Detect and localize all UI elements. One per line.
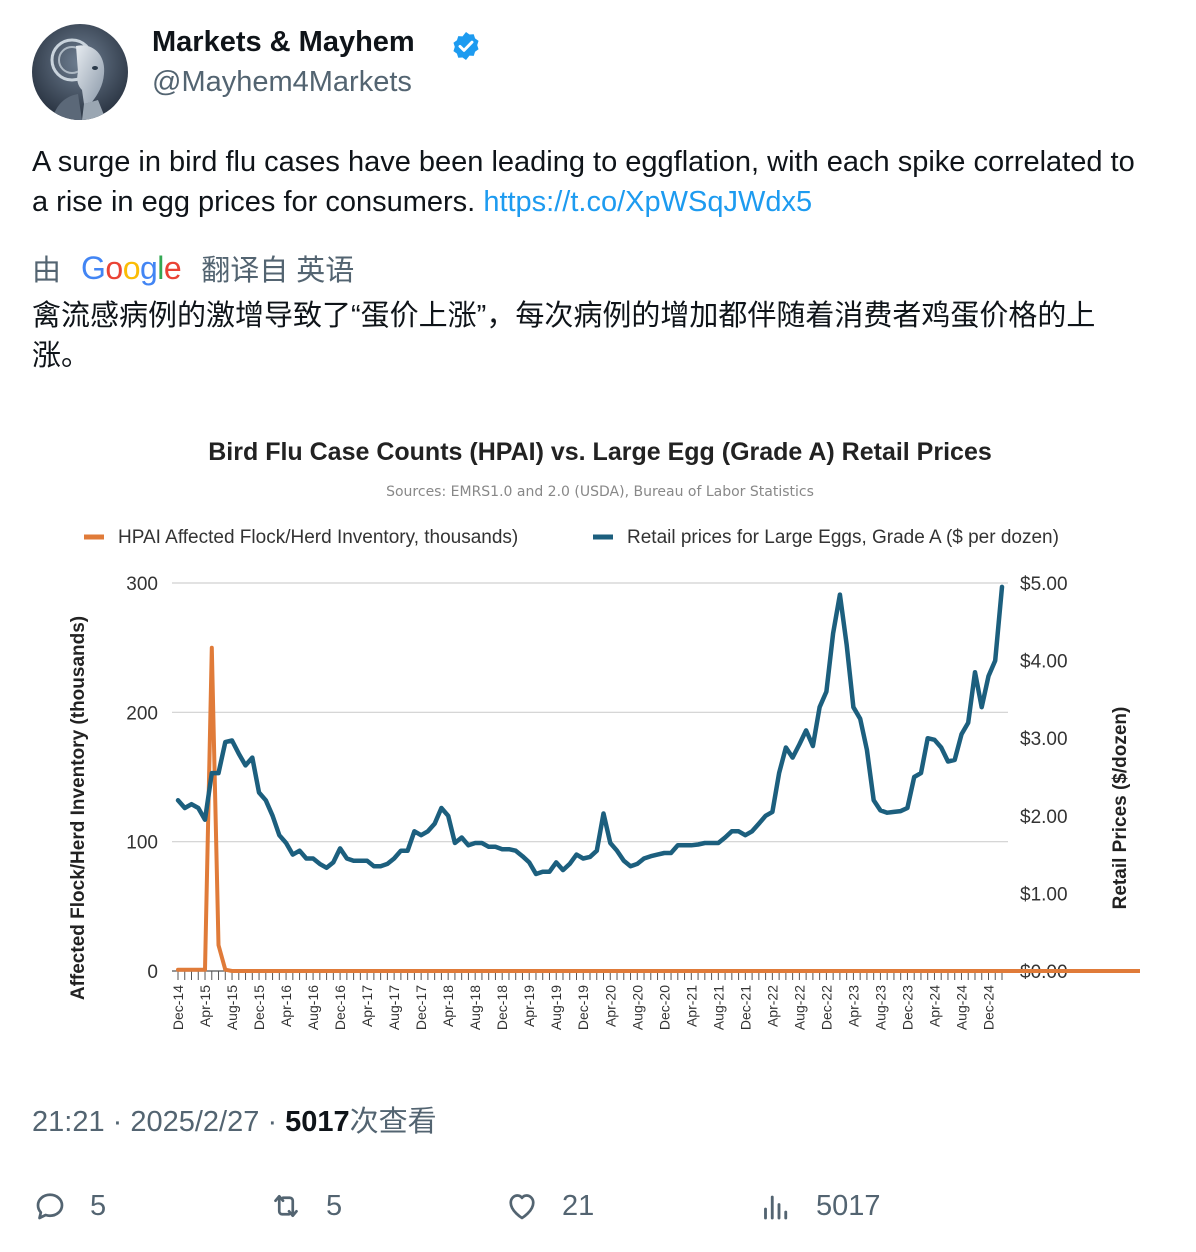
x-tick-label: Apr-23 — [845, 985, 861, 1027]
like-count: 21 — [562, 1189, 595, 1222]
user-handle[interactable]: @Mayhem4Markets — [152, 66, 412, 98]
legend-label-hpai: HPAI Affected Flock/Herd Inventory, thou… — [118, 527, 518, 548]
views-count: 5017 — [816, 1189, 881, 1222]
chart-legend: HPAI Affected Flock/Herd Inventory, thou… — [84, 527, 1059, 548]
x-tick-label: Dec-24 — [980, 985, 996, 1030]
reply-button[interactable]: 5 — [32, 1184, 106, 1228]
tweet-date[interactable]: 2025/2/27 — [130, 1106, 260, 1138]
x-tick-label: Apr-16 — [278, 985, 294, 1027]
tweet-actions: 5 5 21 5017 — [32, 1184, 1152, 1228]
display-name[interactable]: Markets & Mayhem — [152, 26, 415, 58]
chart: Bird Flu Case Counts (HPAI) vs. Large Eg… — [68, 438, 1140, 1030]
x-tick-label: Apr-24 — [926, 985, 942, 1027]
chart-image[interactable]: Bird Flu Case Counts (HPAI) vs. Large Eg… — [60, 420, 1140, 1060]
analytics-icon — [764, 1195, 788, 1220]
tweet-text: A surge in bird flu cases have been lead… — [32, 142, 1152, 222]
tweet-body: A surge in bird flu cases have been lead… — [32, 146, 1135, 218]
series-line-egg-prices — [175, 584, 1005, 877]
x-tick-label: Dec-21 — [737, 985, 753, 1030]
x-tick-label: Aug-17 — [386, 985, 402, 1030]
x-tick-label: Aug-19 — [548, 985, 564, 1030]
x-tick-label: Dec-18 — [494, 985, 510, 1030]
tweet-header: Markets & Mayhem @Mayhem4Markets — [32, 24, 1132, 120]
x-tick-label: Apr-20 — [602, 985, 618, 1027]
y-axis-left-label: Affected Flock/Herd Inventory (thousands… — [68, 616, 89, 1000]
view-count-label: 次查看 — [349, 1106, 437, 1138]
x-tick-label: Apr-21 — [683, 985, 699, 1027]
x-tick-label: Aug-18 — [467, 985, 483, 1030]
x-tick-label: Dec-19 — [575, 985, 591, 1030]
x-tick-label: Aug-21 — [710, 985, 726, 1030]
google-logo: Google — [81, 249, 182, 286]
like-button[interactable]: 21 — [504, 1184, 594, 1228]
series-line-hpai — [176, 645, 1140, 973]
y-tick-left: 100 — [126, 833, 158, 854]
chart-subtitle: Sources: EMRS1.0 and 2.0 (USDA), Bureau … — [386, 484, 814, 500]
reply-icon — [36, 1193, 64, 1220]
x-tick-label: Aug-15 — [224, 985, 240, 1030]
tweet-time[interactable]: 21:21 — [32, 1106, 105, 1138]
y-axis-left: 300 200 100 0 — [126, 574, 158, 983]
x-tick-label: Aug-16 — [305, 985, 321, 1030]
y-tick-right: $1.00 — [1020, 884, 1068, 905]
x-tick-label: Aug-20 — [629, 985, 645, 1030]
avatar-robot-icon — [32, 24, 128, 120]
x-tick-label: Dec-23 — [899, 985, 915, 1030]
repost-count: 5 — [326, 1189, 343, 1222]
x-tick-label: Dec-15 — [251, 985, 267, 1030]
translation-attribution: 由 Google 翻译自 英语 — [32, 248, 354, 288]
heart-icon — [509, 1194, 535, 1220]
y-tick-right: $3.00 — [1020, 729, 1068, 750]
chart-series — [175, 584, 1140, 973]
x-tick-label: Dec-20 — [656, 985, 672, 1030]
x-tick-label: Dec-17 — [413, 985, 429, 1030]
x-tick-label: Aug-23 — [872, 985, 888, 1030]
x-tick-label: Aug-22 — [791, 985, 807, 1030]
tweet-link[interactable]: https://t.co/XpWSqJWdx5 — [483, 186, 813, 218]
y-axis-right: $5.00$4.00$3.00$2.00$1.00$0.00 — [1020, 574, 1068, 983]
x-tick-label: Apr-17 — [359, 985, 375, 1027]
translation-by-label: 由 — [32, 255, 62, 287]
x-tick-label: Apr-19 — [521, 985, 537, 1027]
y-tick-right: $5.00 — [1020, 574, 1068, 595]
translated-text: 禽流感病例的激增导致了“蛋价上涨”，每次病例的增加都伴随着消费者鸡蛋价格的上涨。 — [32, 300, 1096, 372]
repost-icon — [274, 1194, 298, 1218]
meta-separator: · — [112, 1106, 131, 1138]
y-axis-right-label: Retail Prices ($/dozen) — [1110, 707, 1131, 910]
y-tick-left: 300 — [126, 574, 158, 595]
y-tick-left: 0 — [147, 962, 158, 983]
x-tick-label: Dec-14 — [170, 985, 186, 1030]
repost-button[interactable]: 5 — [268, 1184, 342, 1228]
translation-from-label: 翻译自 英语 — [201, 255, 355, 287]
y-tick-right: $2.00 — [1020, 807, 1068, 828]
reply-count: 5 — [90, 1189, 107, 1222]
x-axis: Dec-14 Apr-15 Aug-15 Dec-15 Apr-16 Aug-16 Dec-… — [170, 971, 1003, 1030]
chart-title: Bird Flu Case Counts (HPAI) vs. Large Eg… — [208, 438, 992, 466]
verified-badge-icon — [453, 32, 479, 60]
x-tick-label: Aug-24 — [953, 985, 969, 1030]
views-button[interactable]: 5017 — [758, 1184, 881, 1228]
x-tick-label: Apr-15 — [197, 985, 213, 1027]
x-tick-label: Apr-22 — [764, 985, 780, 1027]
legend-label-prices: Retail prices for Large Eggs, Grade A ($… — [627, 527, 1059, 548]
chart-grid — [172, 582, 1008, 972]
meta-separator: · — [267, 1106, 286, 1138]
view-count: 5017 — [285, 1106, 350, 1138]
y-tick-right: $4.00 — [1020, 652, 1068, 673]
tweet-meta: 21:21 · 2025/2/27 · 5017次查看 — [32, 1098, 437, 1140]
avatar[interactable] — [32, 24, 128, 120]
x-tick-label: Apr-18 — [440, 985, 456, 1027]
y-tick-left: 200 — [126, 703, 158, 724]
x-tick-label: Dec-16 — [332, 985, 348, 1030]
x-tick-label: Dec-22 — [818, 985, 834, 1030]
